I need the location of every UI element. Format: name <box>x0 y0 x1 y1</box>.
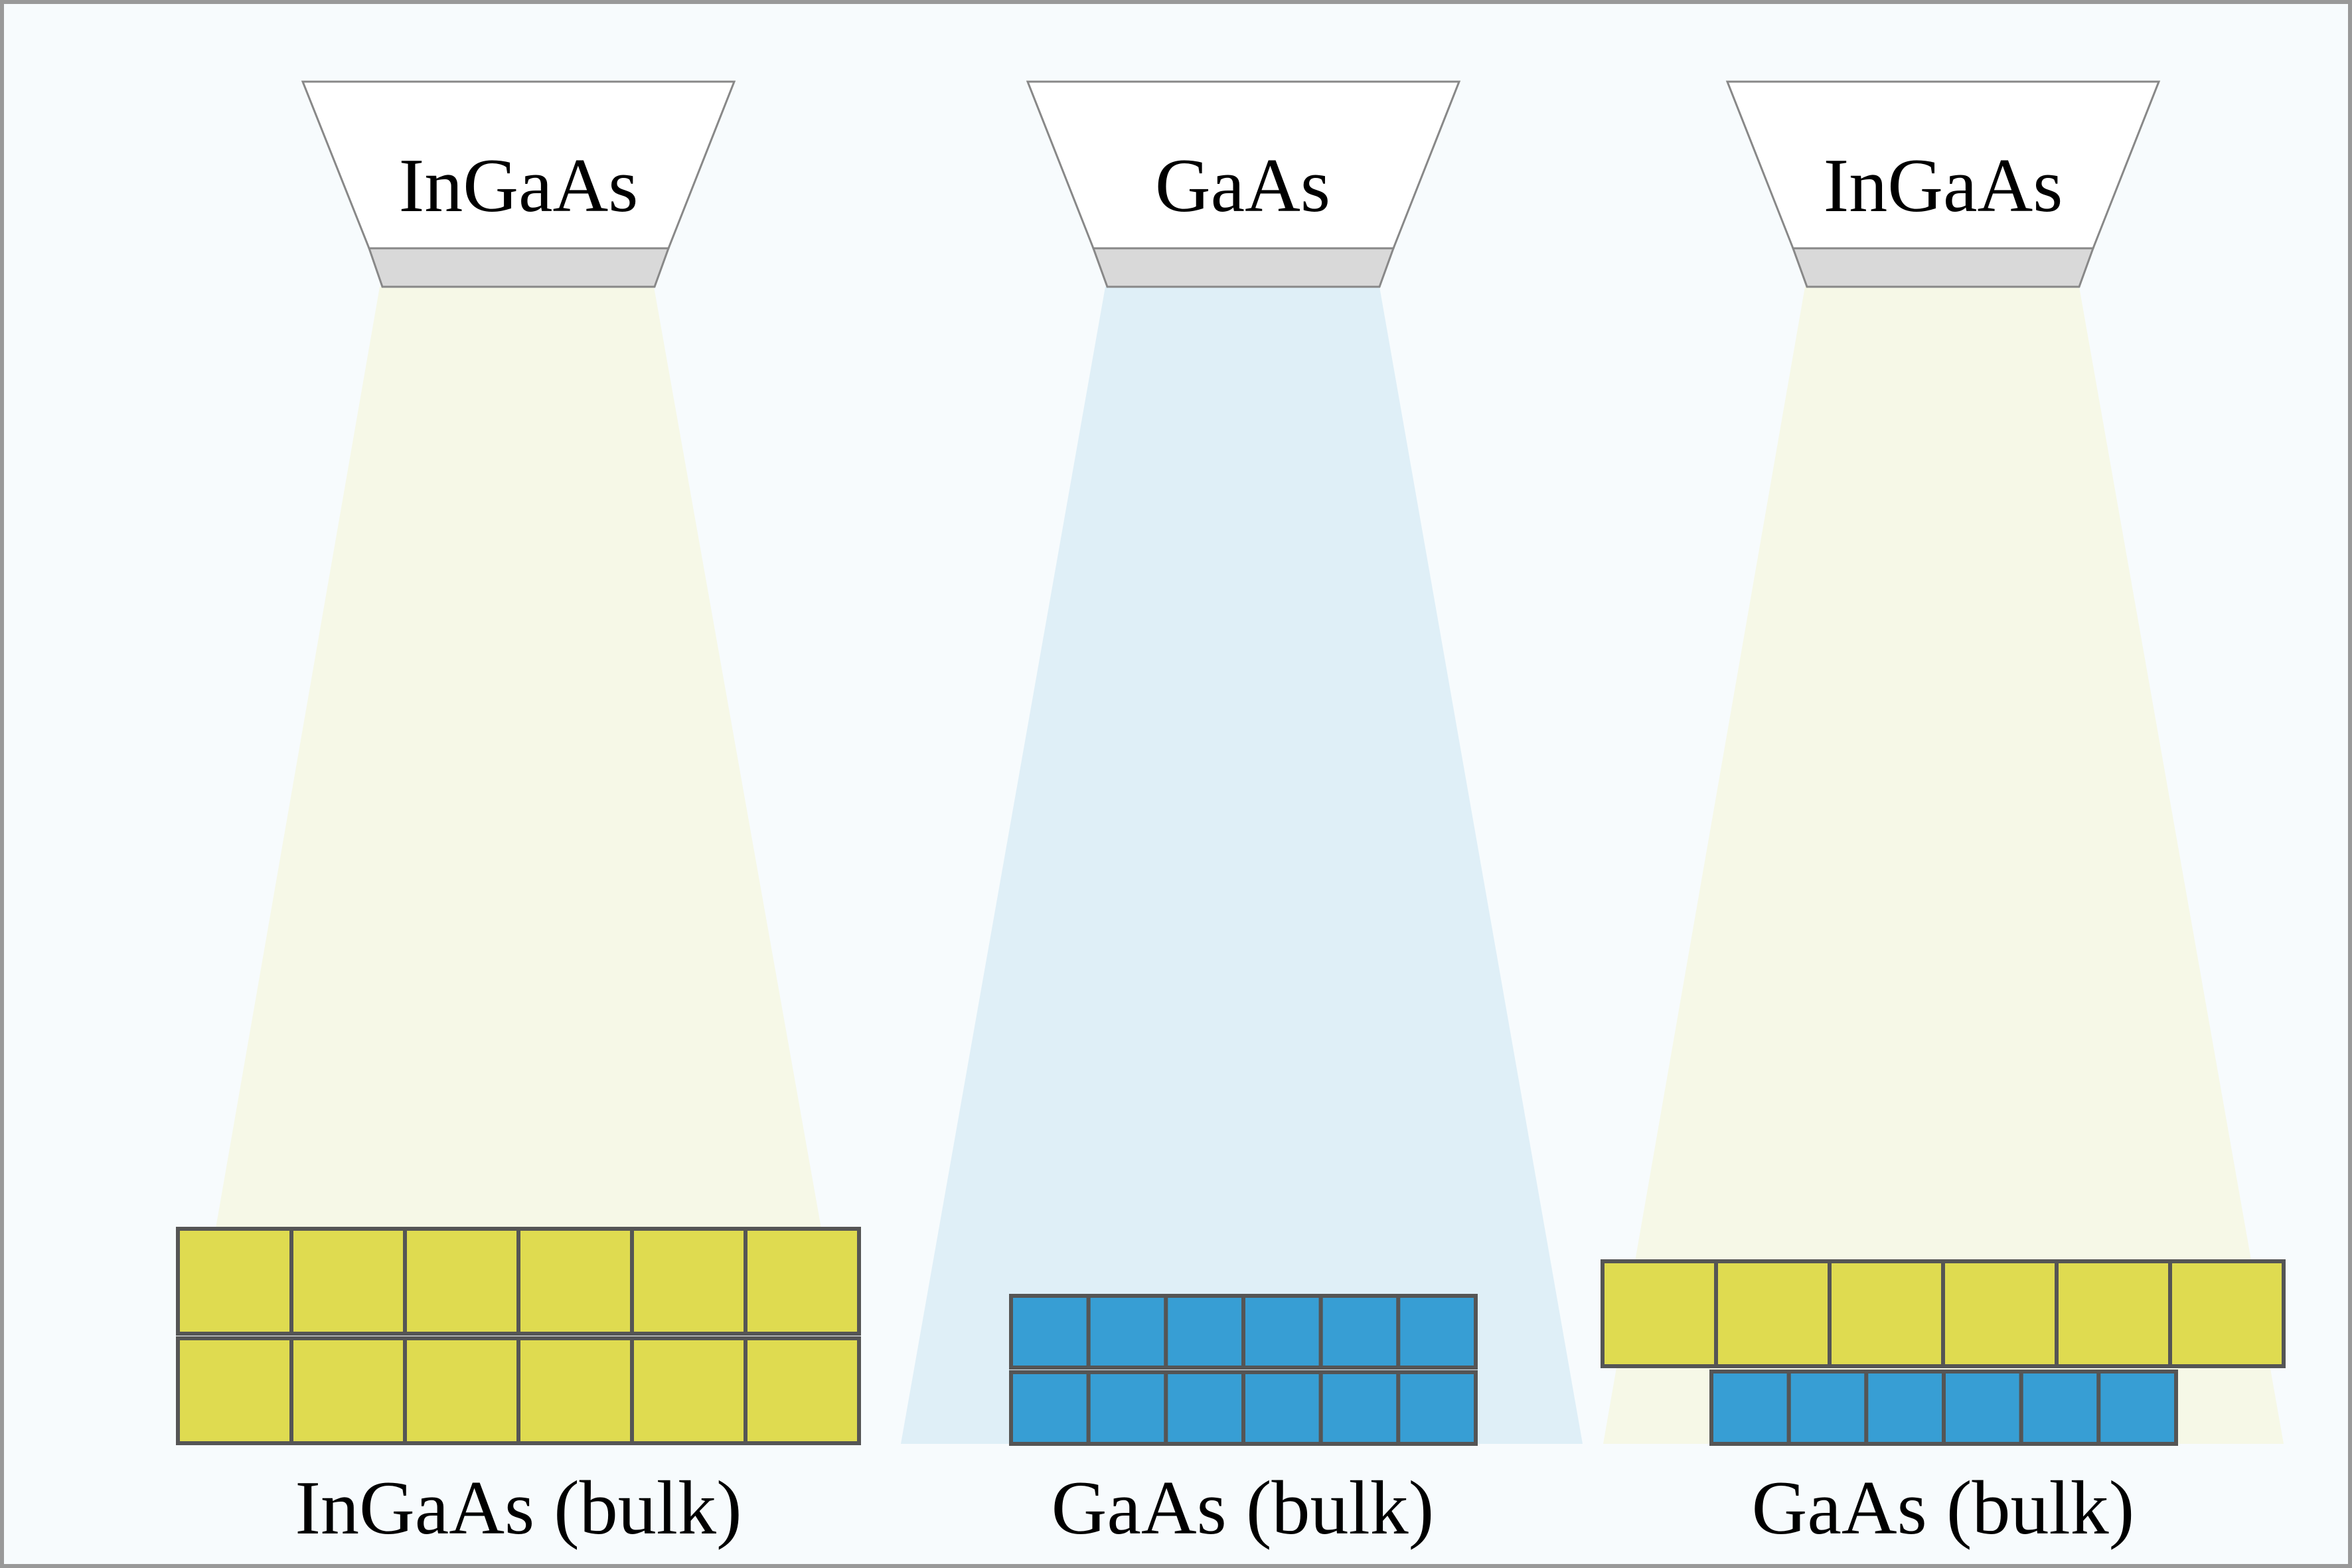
source-label: InGaAs <box>1824 143 2063 228</box>
lattice-cell <box>630 1227 747 1336</box>
lattice-cell <box>1714 1259 1832 1368</box>
lattice-cell <box>2055 1259 2172 1368</box>
lattice-cell <box>1086 1370 1168 1446</box>
source-crucible-lip <box>367 247 670 288</box>
lattice-cell <box>1164 1370 1246 1446</box>
source-label: InGaAs <box>399 143 639 228</box>
lattice-cell <box>289 1227 407 1336</box>
lattice-cell <box>176 1336 293 1445</box>
deposition-beam <box>901 287 1583 1444</box>
lattice-cell <box>2096 1370 2179 1446</box>
lattice-cell <box>1241 1294 1323 1370</box>
substrate-layer <box>176 1336 861 1445</box>
lattice-cell <box>1086 1294 1168 1370</box>
lattice-cell <box>403 1227 520 1336</box>
lattice-cell <box>516 1227 634 1336</box>
lattice-cell <box>1164 1294 1246 1370</box>
source-crucible-lip <box>1791 247 2095 288</box>
deposition-beam <box>1603 287 2284 1444</box>
panel-gaas-on-gaas: GaAs GaAs (bulk) <box>901 80 1583 1551</box>
lattice-cell <box>1709 1370 1791 1446</box>
substrate-label: GaAs (bulk) <box>1052 1466 1435 1551</box>
source-crucible-lip <box>1091 247 1395 288</box>
substrate-label: GaAs (bulk) <box>1752 1466 2135 1551</box>
crystal-layer <box>176 1227 861 1336</box>
crystal-layer <box>1601 1259 2286 1368</box>
lattice-cell <box>176 1227 293 1336</box>
lattice-cell <box>630 1336 747 1445</box>
lattice-cell <box>1786 1370 1869 1446</box>
lattice-cell <box>744 1227 861 1336</box>
lattice-cell <box>403 1336 520 1445</box>
lattice-cell <box>744 1336 861 1445</box>
deposition-beam <box>216 287 821 1228</box>
lattice-cell <box>289 1336 407 1445</box>
panel-ingaas-on-ingaas: InGaAs InGaAs (bulk) <box>176 80 861 1551</box>
lattice-cell <box>1941 1259 2059 1368</box>
lattice-cell <box>1864 1370 1946 1446</box>
lattice-cell <box>1318 1294 1401 1370</box>
lattice-cell <box>1241 1370 1323 1446</box>
lattice-cell <box>1009 1370 1091 1446</box>
lattice-cell <box>1601 1259 1718 1368</box>
lattice-cell <box>2019 1370 2101 1446</box>
crystal-layer <box>1009 1294 1478 1370</box>
lattice-cell <box>1396 1294 1478 1370</box>
lattice-cell <box>1828 1259 1945 1368</box>
lattice-cell <box>516 1336 634 1445</box>
substrate-label: InGaAs (bulk) <box>295 1466 742 1551</box>
lattice-cell <box>1396 1370 1478 1446</box>
lattice-cell <box>1318 1370 1401 1446</box>
panel-ingaas-on-gaas: InGaAs GaAs (bulk) <box>1601 80 2286 1551</box>
source-label: GaAs <box>1155 143 1330 228</box>
lattice-cell <box>1942 1370 2023 1446</box>
substrate-layer <box>1009 1370 1478 1446</box>
lattice-cell <box>2168 1259 2286 1368</box>
lattice-cell <box>1009 1294 1091 1370</box>
substrate-layer <box>1709 1370 2179 1446</box>
